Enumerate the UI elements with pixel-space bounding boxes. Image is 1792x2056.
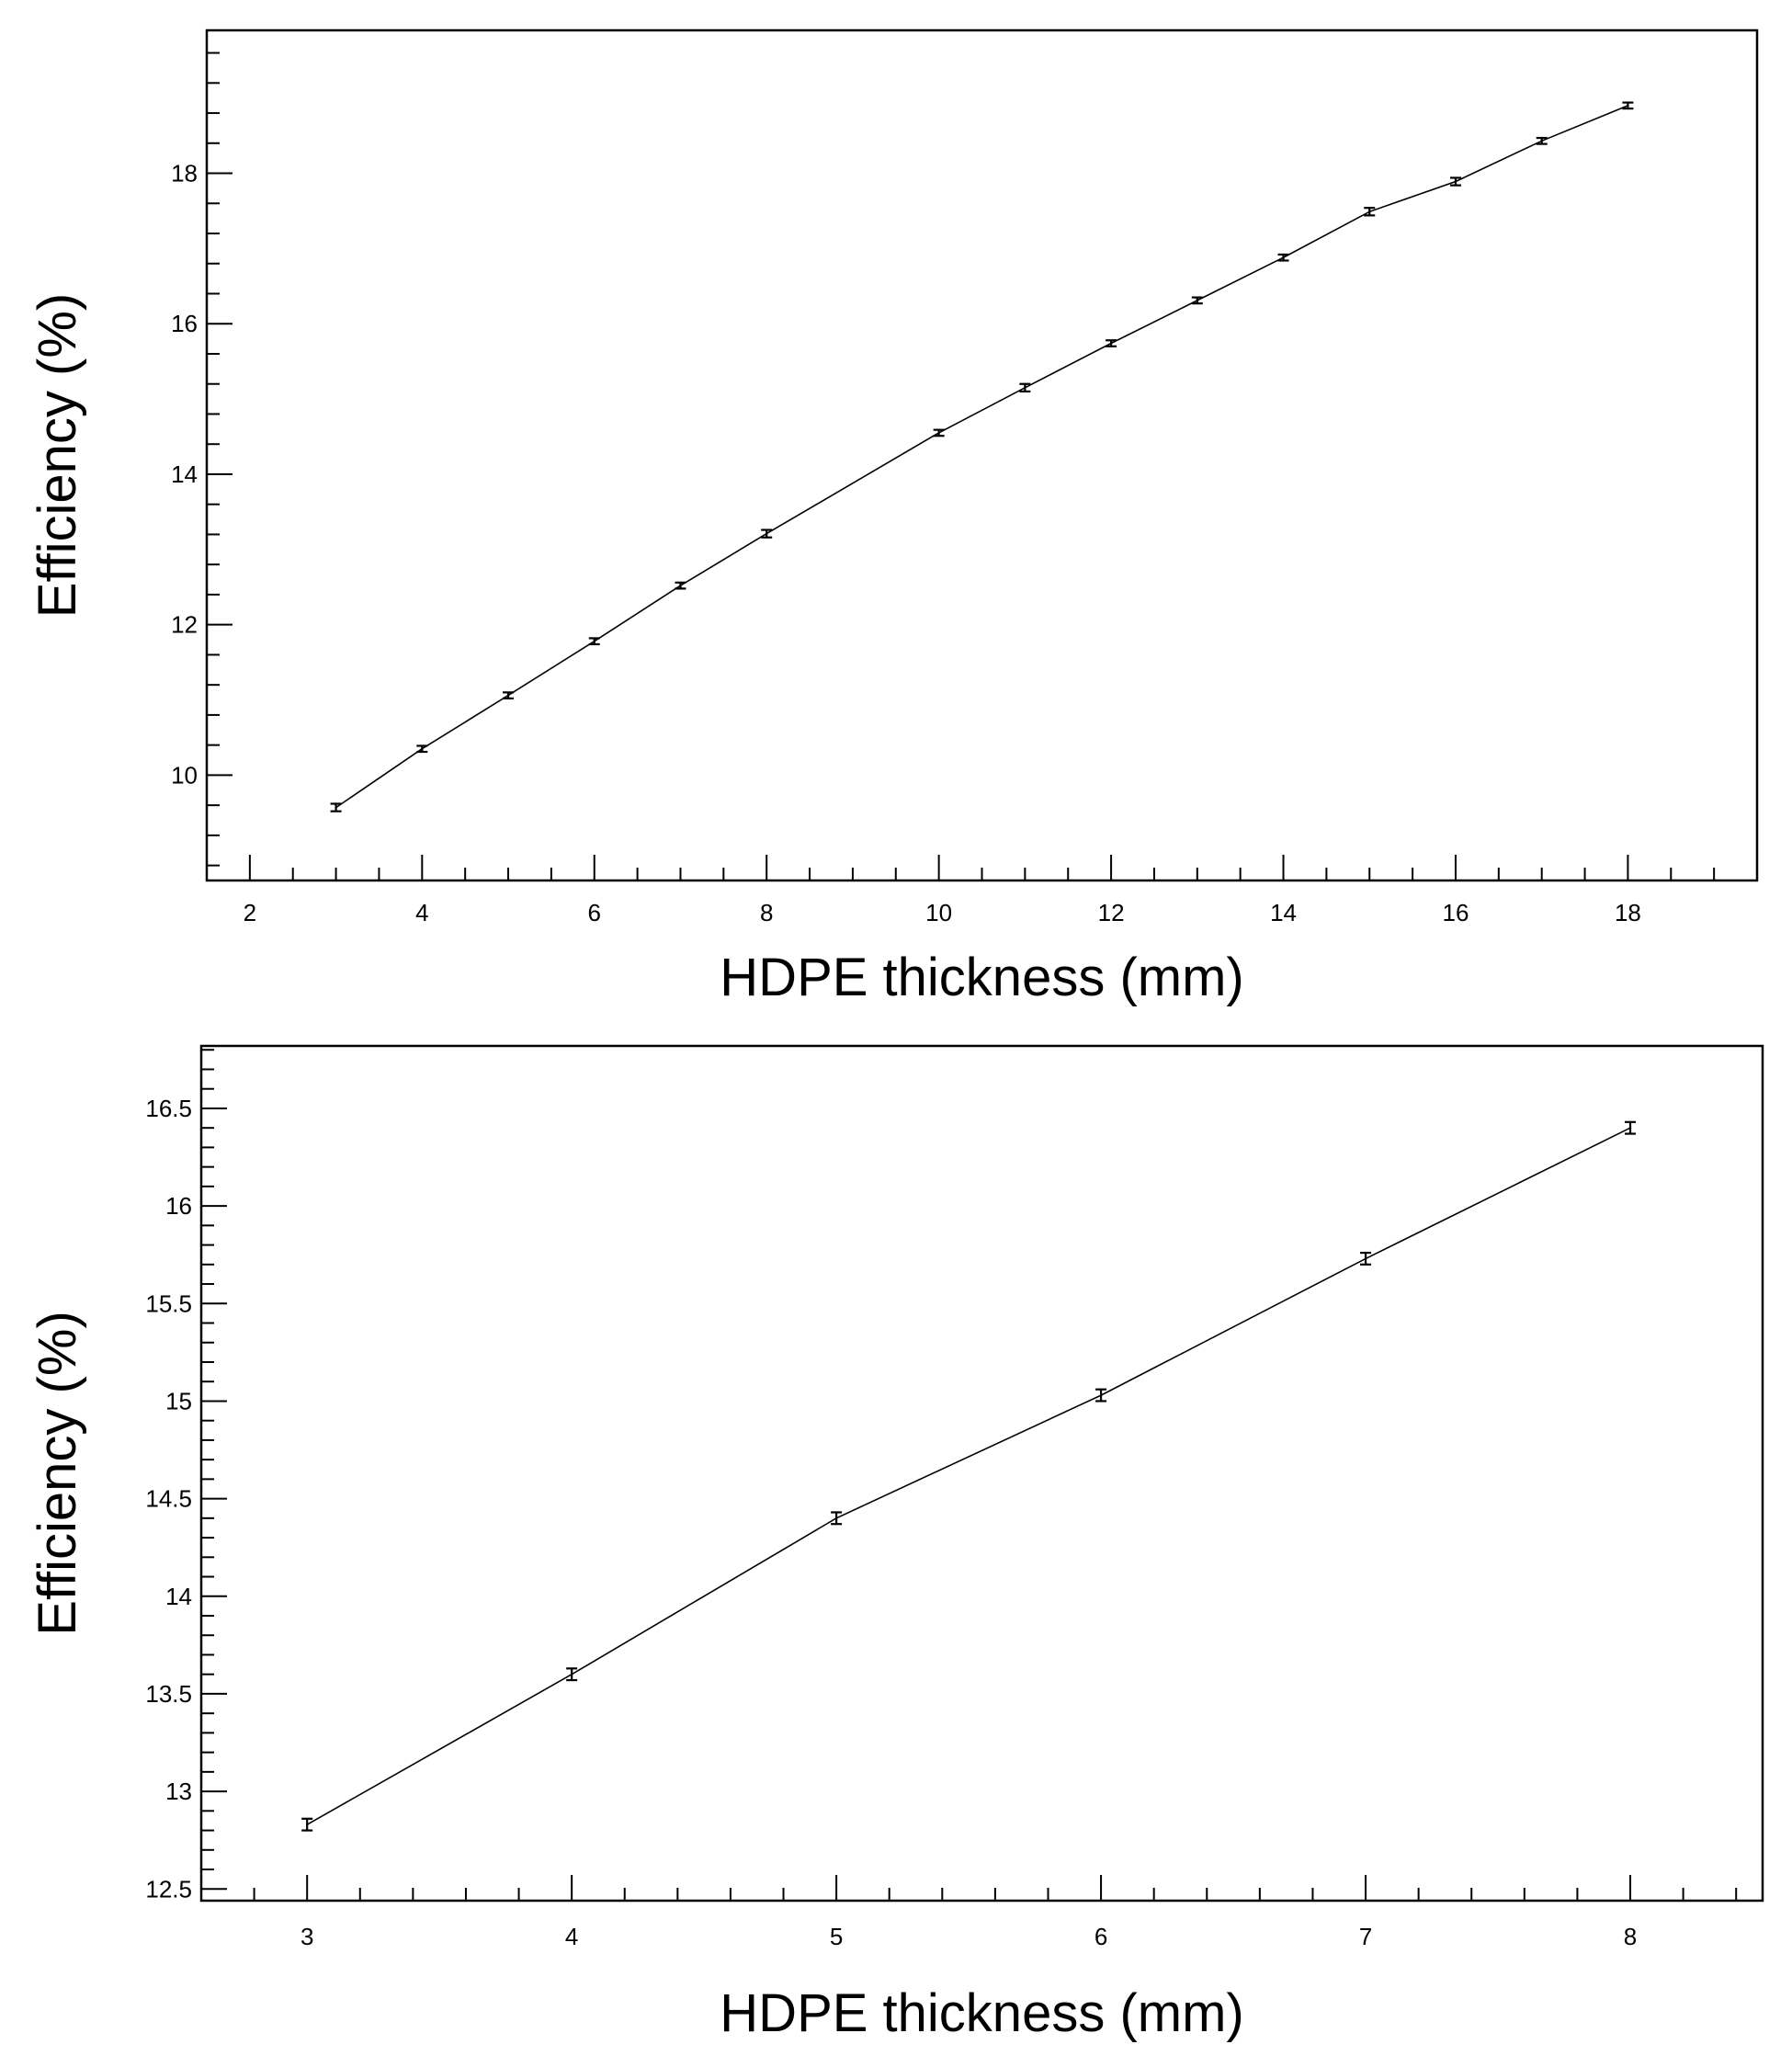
y-tick-label: 16 [171,310,198,337]
data-point [1109,342,1113,345]
y-tick-label: 14.5 [145,1485,192,1513]
data-point [570,1673,573,1675]
x-tick-label: 2 [244,899,256,926]
y-tick-label: 12 [171,611,198,639]
x-axis-title: HDPE thickness (mm) [720,1983,1243,2043]
x-tick-label: 5 [830,1923,843,1950]
x-tick-label: 6 [588,899,601,926]
y-tick-label: 18 [171,160,198,187]
data-point [305,1823,309,1826]
y-tick-label: 10 [171,761,198,789]
data-point [1196,299,1199,302]
y-tick-label: 13 [165,1778,192,1805]
data-point [1099,1393,1103,1397]
x-tick-label: 14 [1270,899,1297,926]
x-axis-title: HDPE thickness (mm) [720,948,1243,1007]
x-tick-label: 10 [925,899,952,926]
y-tick-label: 14 [171,460,198,488]
y-axis-title: Efficiency (%) [28,293,87,618]
data-point [1628,1126,1632,1130]
x-tick-label: 6 [1094,1923,1107,1950]
x-tick-label: 7 [1359,1923,1372,1950]
x-tick-label: 3 [301,1923,313,1950]
y-tick-label: 16 [165,1192,192,1220]
plot-frame-1 [205,28,1759,882]
x-tick-label: 8 [760,899,773,926]
y-tick-label: 13.5 [145,1680,192,1708]
y-axis-title: Efficiency (%) [28,1311,87,1635]
data-point [834,1516,838,1520]
data-point [593,640,595,642]
x-tick-label: 8 [1624,1923,1637,1950]
y-tick-label: 12.5 [145,1875,192,1903]
y-tick-label: 14 [165,1583,192,1610]
data-point [335,806,337,809]
data-point [1454,180,1457,183]
data-point [1540,140,1543,142]
x-tick-label: 12 [1098,899,1125,926]
data-point [421,747,424,750]
series-line [306,1127,1631,1825]
data-point [1368,210,1371,213]
data-point [1364,1257,1367,1260]
data-point [1282,256,1285,259]
data-point [937,431,940,435]
data-point [1024,386,1026,390]
data-point [765,532,768,535]
x-tick-label: 18 [1615,899,1641,926]
data-point [679,584,682,587]
series-line [335,105,1628,809]
plot-frame-2 [199,1044,1764,1903]
data-point [506,694,510,697]
y-tick-label: 15.5 [145,1289,192,1317]
x-tick-label: 16 [1443,899,1469,926]
x-tick-label: 4 [415,899,428,926]
data-point [1627,104,1629,108]
x-tick-label: 4 [565,1923,578,1950]
y-tick-label: 16.5 [145,1095,192,1122]
y-tick-label: 15 [165,1387,192,1414]
